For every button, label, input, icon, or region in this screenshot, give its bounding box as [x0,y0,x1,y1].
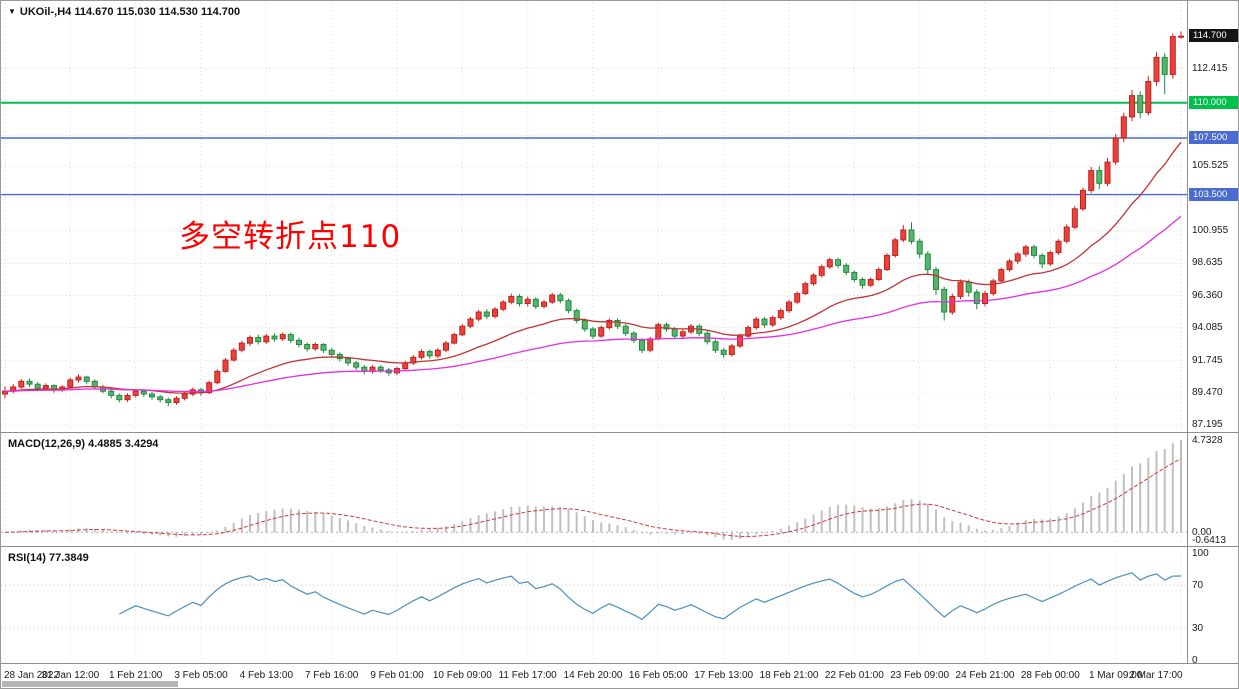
price-scale-border [1187,1,1188,663]
price-axis-label: 87.195 [1192,419,1223,431]
price-axis-label: 91.745 [1192,354,1223,366]
time-axis-label: 1 Mar 09:00 [1088,670,1143,681]
pane-separator [1,663,1238,664]
price-axis-label: 89.470 [1192,387,1223,399]
rsi-axis-label: 100 [1192,548,1209,559]
moving-averages-layer [4,141,1182,394]
rsi-pane[interactable] [1,548,1187,663]
price-grid-layer [1,3,1187,430]
symbol-ohlc-text: UKOil-,H4 114.670 115.030 114.530 114.70… [19,6,241,18]
rsi-axis-label: 30 [1192,622,1204,634]
current-price-badge: 114.700 [1189,29,1238,43]
horizontal-scrollbar[interactable] [2,681,178,687]
chart-ohlc-header: ▼ UKOil-,H4 114.670 115.030 114.530 114.7… [8,6,240,18]
time-axis-label: 17 Feb 13:00 [694,670,754,681]
price-scale[interactable]: 112.415107.655105.525103.325100.95598.63… [1187,1,1238,667]
moving-average-line [4,215,1182,393]
horizontal-lines-layer [1,101,1187,196]
time-axis-label: 9 Feb 01:00 [370,670,424,681]
time-axis-label: 22 Feb 01:00 [824,670,884,681]
price-axis-label: 105.525 [1192,159,1229,171]
chart-marker-icon: ▼ [8,7,16,16]
time-axis-label: 28 Feb 00:00 [1020,670,1080,681]
macd-axis-label: -0.6413 [1192,535,1226,546]
time-axis-label: 4 Feb 13:00 [239,670,294,681]
hline-price-badge: 110.000 [1189,95,1238,109]
moving-average-line [4,141,1182,394]
rsi-axis-label: 0 [1192,655,1198,666]
macd-axis-label: 0.00 [1192,527,1212,539]
time-axis-label: 1 Feb 21:00 [108,670,163,681]
time-axis-label: 31 Jan 12:00 [41,670,100,681]
macd-indicator-label: MACD(12,26,9) 4.4885 3.4294 [8,438,159,450]
macd-histogram [12,440,1182,540]
time-axis-label: 16 Feb 05:00 [628,670,688,681]
hline-price-badge: 103.500 [1189,187,1238,201]
time-axis-label: 14 Feb 20:00 [563,670,623,681]
macd-signal-line [4,458,1182,538]
price-axis-label: 112.415 [1192,62,1228,74]
candles-layer [2,31,1184,407]
time-axis-label: 3 Feb 05:00 [174,670,228,681]
time-axis-label: 23 Feb 09:00 [890,670,950,681]
rsi-indicator-label: RSI(14) 77.3849 [8,552,89,564]
price-axis-label: 94.085 [1192,321,1223,333]
price-axis-label: 100.955 [1192,224,1229,236]
price-axis-label: 98.635 [1192,257,1223,269]
time-axis-label: 24 Feb 21:00 [955,670,1015,681]
time-axis-label: 11 Feb 17:00 [498,670,557,681]
hline-price-badge: 107.500 [1189,131,1238,145]
rsi-line [119,572,1182,621]
annotation-text: 多空转折点110 [179,219,402,255]
time-axis-label: 2 Mar 17:00 [1129,670,1183,681]
price-chart-pane[interactable] [1,1,1187,432]
time-axis-label: 18 Feb 21:00 [759,670,819,681]
pane-separator[interactable] [1,546,1238,547]
rsi-grid-layer [4,550,1182,661]
time-axis-label: 7 Feb 16:00 [304,670,359,681]
macd-axis-label: 4.7328 [1192,435,1223,446]
macd-pane[interactable] [1,434,1187,546]
time-axis-label: 28 Jan 2022 [4,670,60,681]
rsi-axis-label: 70 [1192,580,1204,592]
time-axis[interactable]: 28 Jan 2022 31 Jan 12:00 1 Feb 21:00 3 Feb … [1,664,1187,688]
price-axis-label: 96.360 [1192,289,1223,301]
pane-separator[interactable] [1,432,1238,433]
time-axis-label: 10 Feb 09:00 [432,670,492,681]
